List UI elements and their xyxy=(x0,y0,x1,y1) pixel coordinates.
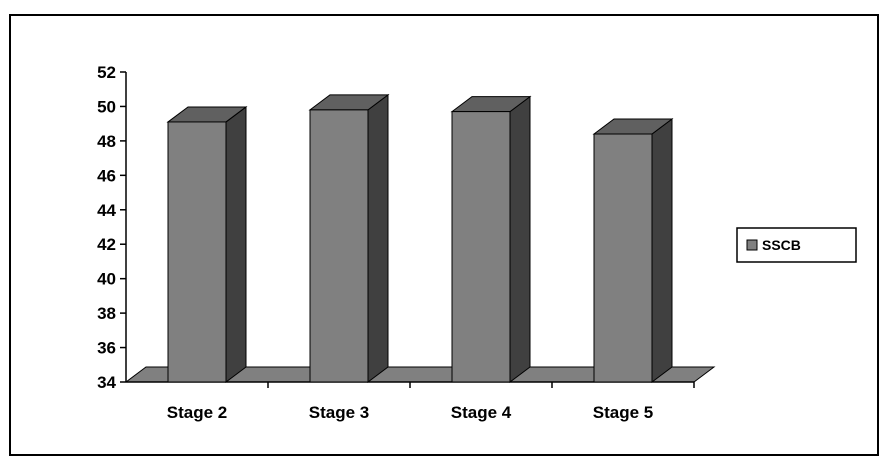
bar-stage-5 xyxy=(592,118,674,383)
x-tick-label: Stage 5 xyxy=(593,403,653,422)
legend: SSCB xyxy=(736,227,857,263)
x-axis-labels: Stage 2 Stage 3 Stage 4 Stage 5 xyxy=(167,403,653,422)
bars xyxy=(166,93,674,383)
y-tick-label: 40 xyxy=(97,270,116,289)
y-tick-label: 36 xyxy=(97,339,116,358)
legend-swatch xyxy=(746,239,758,251)
bar-stage-4 xyxy=(450,95,532,383)
bar-front xyxy=(167,121,227,383)
legend-label: SSCB xyxy=(762,237,801,253)
y-tick-label: 48 xyxy=(97,132,116,151)
bar-front xyxy=(451,111,511,383)
y-tick-label: 52 xyxy=(97,63,116,82)
x-tick-label: Stage 2 xyxy=(167,403,227,422)
bar-stage-3 xyxy=(308,93,390,383)
y-tick-label: 50 xyxy=(97,97,116,116)
x-tick-label: Stage 3 xyxy=(309,403,369,422)
bar-side xyxy=(367,93,389,383)
y-axis: 34 36 38 40 42 44 46 48 50 52 xyxy=(97,63,695,392)
bar-stage-2 xyxy=(166,105,248,383)
bar-side xyxy=(651,118,673,383)
bar-front xyxy=(593,133,653,383)
y-tick-label: 42 xyxy=(97,235,116,254)
bar-side xyxy=(509,95,531,383)
y-tick-label: 38 xyxy=(97,304,116,323)
y-tick-label: 44 xyxy=(97,201,116,220)
bar-front xyxy=(309,109,369,383)
y-tick-label: 46 xyxy=(97,166,116,185)
x-tick-label: Stage 4 xyxy=(451,403,512,422)
bar-side xyxy=(225,105,247,383)
y-tick-label: 34 xyxy=(97,373,116,392)
